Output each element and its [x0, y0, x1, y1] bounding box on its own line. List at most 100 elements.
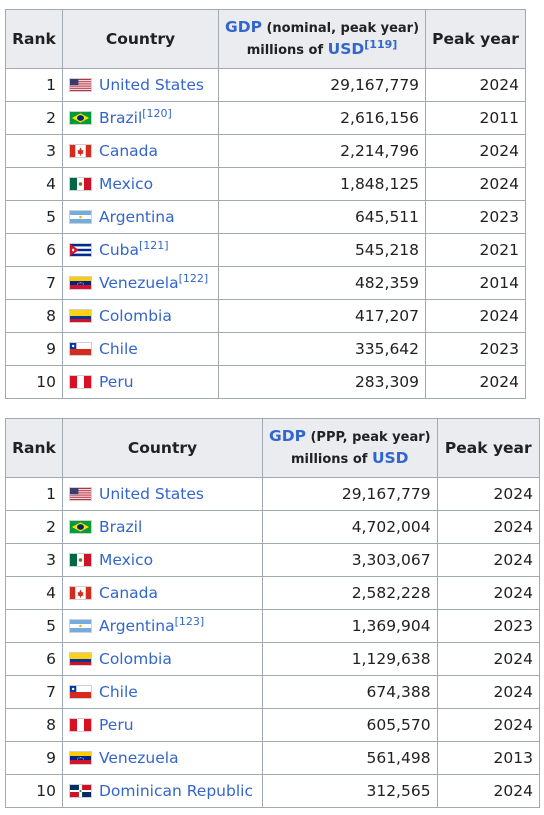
peak-year-cell: 2024	[436, 642, 541, 676]
peak-year-cell: 2024	[425, 134, 526, 168]
table-row: 4 Canada 2,582,228 2024	[5, 576, 541, 610]
country-link[interactable]: Colombia	[99, 650, 172, 668]
country-link[interactable]: Canada	[99, 584, 158, 602]
millions-of-label: millions of	[246, 43, 328, 58]
country-link[interactable]: Brazil	[99, 518, 143, 536]
usd-link[interactable]: USD	[371, 449, 409, 467]
country-cell: Dominican Republic	[62, 774, 263, 808]
country-cell: Cuba[121]	[62, 233, 219, 267]
gdp-value-cell: 1,369,904	[262, 609, 438, 643]
country-link[interactable]: Brazil	[99, 109, 143, 127]
country-link[interactable]: Mexico	[99, 175, 154, 193]
country-link[interactable]: United States	[99, 485, 204, 503]
gdp-link[interactable]: GDP	[225, 18, 262, 36]
country-link[interactable]: Mexico	[99, 551, 154, 569]
argentina-flag-icon	[69, 619, 92, 633]
country-link[interactable]: United States	[99, 76, 204, 94]
table-row: 7 Venezuela[122] 482,359 2014	[5, 266, 526, 300]
country-link[interactable]: Venezuela	[99, 274, 179, 292]
rank-cell: 7	[5, 675, 63, 709]
country-cell: United States	[62, 477, 263, 511]
gdp-value-cell: 545,218	[217, 233, 427, 267]
reference-link[interactable]: [119]	[364, 38, 398, 51]
mexico-flag-icon	[69, 177, 92, 191]
rank-cell: 9	[5, 741, 63, 775]
chile-flag-icon	[69, 342, 92, 356]
country-cell: Brazil[120]	[62, 101, 219, 135]
gdp-value-cell: 3,303,067	[262, 543, 438, 577]
gdp-value-cell: 335,642	[217, 332, 427, 366]
country-link[interactable]: Venezuela	[99, 749, 179, 767]
rank-cell: 1	[5, 477, 63, 511]
country-link[interactable]: Argentina	[99, 617, 175, 635]
peru-flag-icon	[69, 375, 92, 389]
peru-flag-icon	[69, 718, 92, 732]
millions-of-label: millions of	[291, 452, 372, 467]
table-row: 2 Brazil[120] 2,616,156 2011	[5, 101, 526, 135]
reference-link[interactable]: [121]	[138, 239, 169, 252]
country-cell: Argentina[123]	[62, 609, 263, 643]
rank-cell: 7	[5, 266, 63, 300]
argentina-flag-icon	[69, 210, 92, 224]
table-row: 9 Venezuela 561,498 2013	[5, 741, 541, 775]
country-cell: Chile	[62, 675, 263, 709]
usd-link[interactable]: USD	[327, 40, 365, 58]
gdp-value-cell: 29,167,779	[262, 477, 438, 511]
rank-cell: 6	[5, 233, 63, 267]
peak-year-cell: 2023	[425, 200, 526, 234]
gdp-value-cell: 674,388	[262, 675, 438, 709]
peak-year-cell: 2024	[436, 675, 541, 709]
gdp-value-cell: 283,309	[217, 365, 427, 399]
country-link[interactable]: Colombia	[99, 307, 172, 325]
colombia-flag-icon	[69, 309, 92, 323]
peak-year-cell: 2024	[436, 774, 541, 808]
chile-flag-icon	[69, 685, 92, 699]
country-cell: Venezuela	[62, 741, 263, 775]
gdp-link[interactable]: GDP	[269, 427, 306, 445]
reference-link[interactable]: [123]	[174, 615, 205, 628]
country-cell: United States	[62, 68, 219, 102]
rank-cell: 10	[5, 365, 63, 399]
gdp-value-cell: 1,848,125	[217, 167, 427, 201]
rank-cell: 1	[5, 68, 63, 102]
table-row: 9 Chile 335,642 2023	[5, 332, 526, 366]
country-link[interactable]: Argentina	[99, 208, 175, 226]
peak-year-cell: 2013	[436, 741, 541, 775]
country-cell: Mexico	[62, 167, 219, 201]
peak-year-header: Peak year	[425, 9, 526, 69]
country-link[interactable]: Chile	[99, 683, 138, 701]
rank-header: Rank	[5, 9, 63, 69]
country-link[interactable]: Dominican Republic	[99, 782, 253, 800]
country-link[interactable]: Peru	[99, 373, 134, 391]
colombia-flag-icon	[69, 652, 92, 666]
country-link[interactable]: Chile	[99, 340, 138, 358]
rank-cell: 2	[5, 101, 63, 135]
rank-cell: 4	[5, 576, 63, 610]
country-link[interactable]: Peru	[99, 716, 134, 734]
country-cell: Canada	[62, 576, 263, 610]
rank-cell: 5	[5, 609, 63, 643]
rank-cell: 9	[5, 332, 63, 366]
gdp-header-qualifier: (nominal, peak year)	[261, 21, 420, 36]
rank-cell: 3	[5, 134, 63, 168]
rank-cell: 5	[5, 200, 63, 234]
gdp-nominal-table: Rank Country GDP (nominal, peak year) mi…	[5, 9, 526, 399]
cuba-flag-icon	[69, 243, 92, 257]
table-row: 2 Brazil 4,702,004 2024	[5, 510, 541, 544]
country-cell: Peru	[62, 708, 263, 742]
country-cell: Peru	[62, 365, 219, 399]
peak-year-cell: 2011	[425, 101, 526, 135]
gdp-value-cell: 312,565	[262, 774, 438, 808]
peak-year-cell: 2024	[436, 543, 541, 577]
reference-link[interactable]: [120]	[142, 107, 172, 120]
gdp-value-cell: 29,167,779	[217, 68, 427, 102]
country-cell: Argentina	[62, 200, 219, 234]
country-link[interactable]: Cuba	[99, 241, 139, 259]
rank-header: Rank	[5, 418, 63, 478]
country-cell: Colombia	[62, 642, 263, 676]
country-cell: Chile	[62, 332, 219, 366]
mexico-flag-icon	[69, 553, 92, 567]
country-link[interactable]: Canada	[99, 142, 158, 160]
reference-link[interactable]: [122]	[178, 272, 209, 285]
peak-year-header: Peak year	[436, 418, 541, 478]
